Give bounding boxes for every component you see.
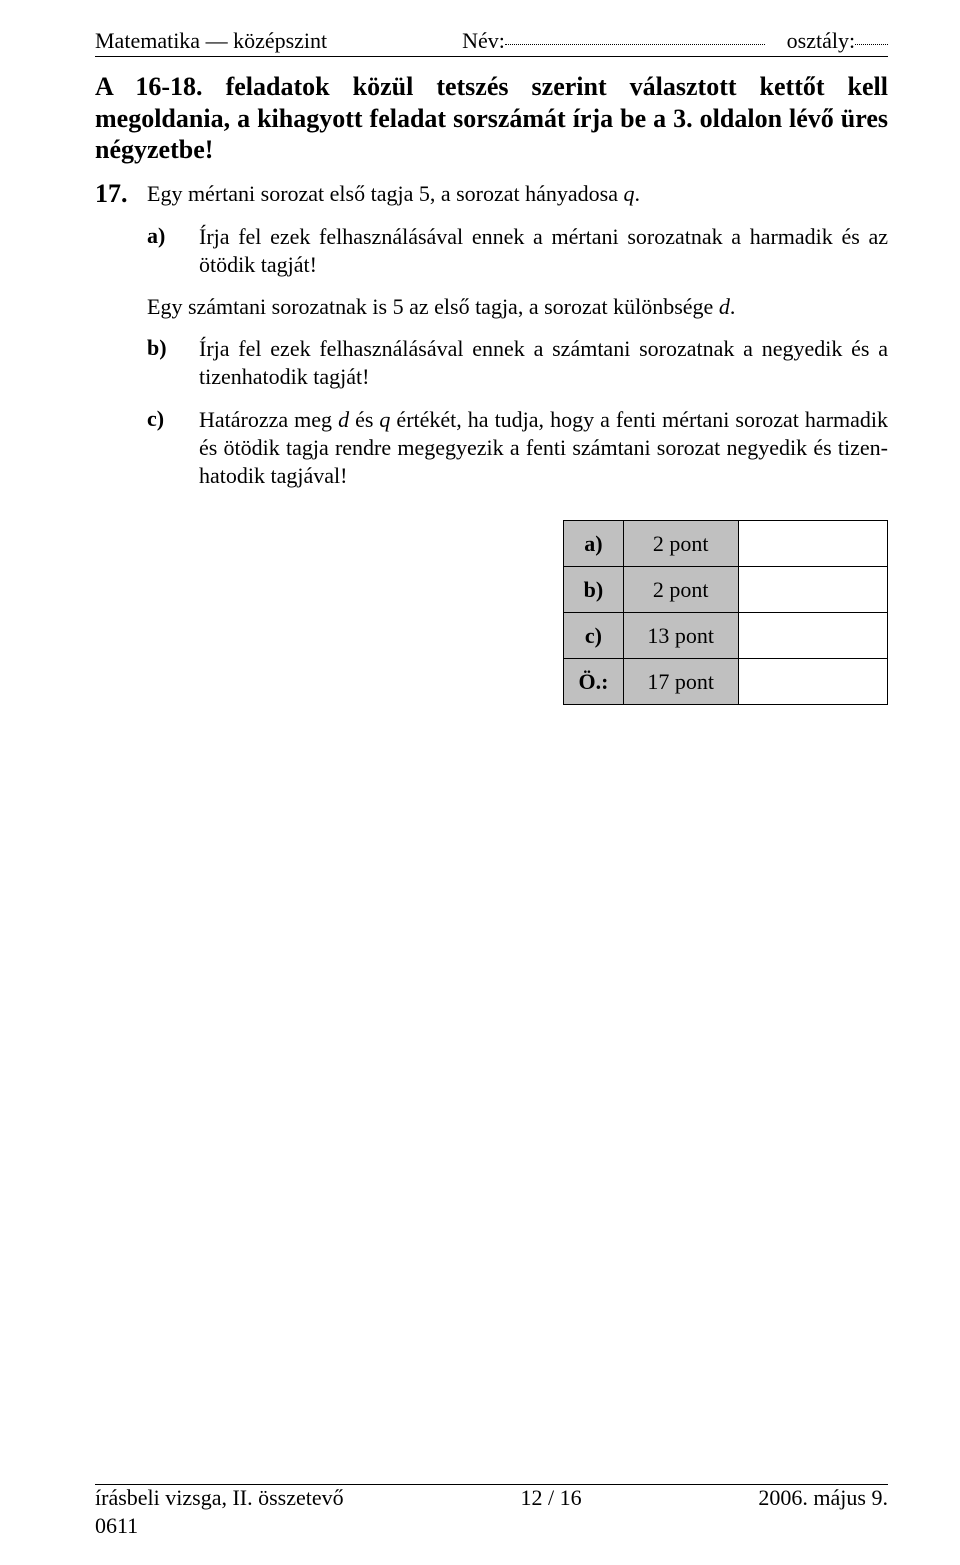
points-row-b: b) 2 pont: [564, 567, 888, 613]
points-label: c): [564, 613, 624, 659]
question-number: 17.: [95, 180, 147, 209]
page-footer: írásbeli vizsga, II. összetevő 12 / 16 2…: [95, 1485, 888, 1539]
footer-row: írásbeli vizsga, II. összetevő 12 / 16 2…: [95, 1485, 888, 1511]
name-dotted-line: [505, 44, 765, 45]
part-b-label: b): [147, 335, 199, 361]
points-row-total: Ö.: 17 pont: [564, 659, 888, 705]
points-row-a: a) 2 pont: [564, 521, 888, 567]
intro-text: Egy mértani sorozat első tagja 5, a soro…: [147, 181, 624, 206]
page: Matematika — középszint Név: osztály: A …: [0, 0, 960, 1565]
mid-text-1: Egy számtani sorozatnak is 5 az első tag…: [147, 294, 719, 319]
instruction-text: A 16-18. feladatok közül tetszés szerint…: [95, 71, 888, 166]
points-table: a) 2 pont b) 2 pont c) 13 pont Ö.: 17 po…: [563, 520, 888, 705]
footer-code: 0611: [95, 1513, 888, 1539]
part-a-text: Írja fel ezek felhasználásával ennek a m…: [199, 223, 888, 279]
mid-text-2: .: [730, 294, 736, 319]
part-a: a) Írja fel ezek felhasználásával ennek …: [95, 223, 888, 279]
intro-end: .: [635, 181, 641, 206]
page-header: Matematika — középszint Név: osztály:: [95, 28, 888, 57]
footer-center: 12 / 16: [520, 1485, 581, 1511]
part-b-text: Írja fel ezek felhasználásával ennek a s…: [199, 335, 888, 391]
variable-q: q: [379, 407, 390, 432]
points-label: Ö.:: [564, 659, 624, 705]
footer-left: írásbeli vizsga, II. összetevő: [95, 1485, 344, 1511]
part-a-label: a): [147, 223, 199, 249]
instruction: A 16-18. feladatok közül tetszés szerint…: [95, 71, 888, 166]
points-value: 17 pont: [623, 659, 738, 705]
points-value: 13 pont: [623, 613, 738, 659]
name-label: Név:: [462, 28, 505, 54]
points-row-c: c) 13 pont: [564, 613, 888, 659]
part-b: b) Írja fel ezek felhasználásával ennek …: [95, 335, 888, 391]
mid-variable-d: d: [719, 294, 730, 319]
points-blank: [738, 521, 887, 567]
class-dotted-line: [855, 44, 888, 45]
footer-right: 2006. május 9.: [758, 1485, 888, 1511]
points-blank: [738, 659, 887, 705]
points-blank: [738, 567, 887, 613]
part-c-label: c): [147, 406, 199, 432]
intro-variable-q: q: [624, 181, 635, 206]
variable-d: d: [338, 407, 349, 432]
mid-paragraph: Egy számtani sorozatnak is 5 az első tag…: [147, 293, 888, 321]
question-17: 17. Egy mértani sorozat első tagja 5, a …: [95, 180, 888, 209]
points-blank: [738, 613, 887, 659]
class-label: osztály:: [787, 28, 855, 54]
points-value: 2 pont: [623, 521, 738, 567]
points-label: b): [564, 567, 624, 613]
question-intro: Egy mértani sorozat első tagja 5, a soro…: [147, 180, 888, 208]
points-value: 2 pont: [623, 567, 738, 613]
subject-level: Matematika — középszint: [95, 28, 327, 54]
points-label: a): [564, 521, 624, 567]
part-c: c) Határozza meg d és q értékét, ha tudj…: [95, 406, 888, 490]
part-c-text: Határozza meg d és q értékét, ha tudja, …: [199, 406, 888, 490]
